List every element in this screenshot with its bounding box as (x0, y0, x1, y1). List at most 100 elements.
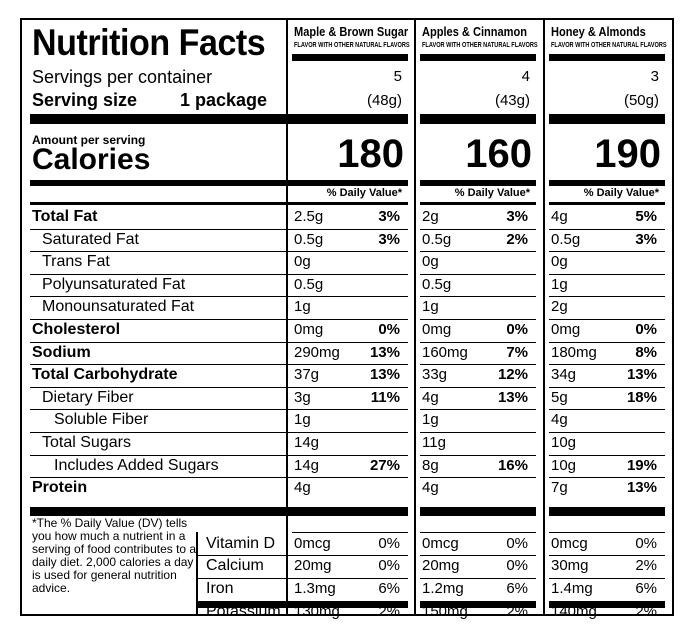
vitamin-amount: 1.2mg (422, 580, 464, 597)
nutrient-label: Sodium (32, 343, 91, 361)
nutrient-cell-rule (292, 296, 408, 298)
thick-rule-nutrients (30, 506, 294, 516)
vitamin-amount: 1.3mg (294, 580, 336, 597)
nutrient-cell-rule (420, 432, 536, 433)
nutrient-cell-rule (292, 364, 408, 366)
flavor-name-1: Apples & Cinnamon (422, 24, 527, 39)
nutrient-dv: 12% (497, 366, 528, 384)
nutrient-cell-rule (292, 251, 408, 253)
vitamin-dv: 6% (506, 580, 528, 597)
nutrient-cell-rule (420, 386, 536, 388)
flavor-servings-0: 5 (393, 68, 402, 85)
nutrient-cell-rule (292, 228, 408, 230)
flavor-calories-2: 190 (594, 132, 661, 176)
nutrient-dv: 0% (506, 321, 528, 338)
column-divider-1 (414, 20, 416, 614)
nutrient-cell-rule (549, 432, 665, 433)
nutrient-dv: 13% (626, 479, 657, 497)
nutrient-rule (30, 364, 294, 366)
nutrient-amount: 0g (422, 253, 439, 271)
flavor-top-bar-2 (549, 54, 665, 61)
nutrient-dv: 16% (497, 456, 528, 474)
nutrient-rule (30, 296, 294, 298)
thick-rule-calories (30, 180, 294, 186)
flavor-servings-1: 4 (521, 68, 530, 85)
flavor-bottom-rule-0 (292, 602, 408, 608)
nutrient-dv: 7% (506, 343, 528, 361)
flavor-calorie-rule-2 (549, 180, 665, 186)
vitamin-dv: 2% (635, 557, 657, 575)
nutrient-label: Polyunsaturated Fat (42, 275, 186, 293)
nutrient-amount: 0.5g (422, 230, 452, 248)
nutrient-amount: 4g (551, 208, 568, 225)
vitamin-amount: 0mcg (551, 534, 588, 552)
nutrient-rule (30, 341, 294, 343)
nutrition-facts-panel: Nutrition Facts Servings per container S… (20, 18, 674, 620)
vitamin-dv: 6% (378, 580, 400, 597)
nutrient-cell-rule (549, 296, 665, 298)
nutrient-amount: 4g (422, 479, 439, 497)
flavor-thick-rule-0 (292, 114, 408, 124)
nutrient-amount: 180mg (551, 343, 597, 361)
nutrient-amount: 1g (422, 411, 439, 429)
flavor-bottom-rule-1 (420, 602, 536, 608)
nutrient-dv: 11% (370, 388, 400, 406)
rule-dv (30, 202, 294, 205)
nutrient-cell-rule (549, 454, 665, 456)
nutrient-cell-rule (420, 296, 536, 298)
flavor-thick-rule-2 (549, 114, 665, 124)
thick-rule-top (30, 114, 294, 124)
panel-title: Nutrition Facts (32, 22, 266, 63)
vitamin-dv: 2% (378, 602, 400, 620)
nutrient-dv: 0% (635, 321, 657, 338)
flavor-subtitle-2: FLAVOR WITH OTHER NATURAL FLAVORS (551, 42, 667, 49)
column-divider-2 (543, 20, 545, 614)
nutrient-dv: 5% (635, 208, 657, 225)
flavor-dv-rule-1 (420, 202, 536, 205)
calories-label: Calories (32, 143, 151, 176)
vitamin-cell-rule (292, 600, 408, 602)
vitamin-amount: 0mcg (422, 534, 459, 552)
flavor-dv-header-0: % Daily Value* (326, 187, 402, 199)
nutrient-cell-rule (549, 273, 665, 275)
nutrient-rule (30, 477, 294, 479)
nutrient-cell-rule (292, 432, 408, 433)
nutrient-amount: 4g (551, 411, 568, 429)
vitamin-cell-rule (292, 555, 408, 557)
vitamin-amount: 130mg (294, 602, 340, 620)
nutrient-amount: 290mg (294, 343, 340, 361)
flavor-serving-size-2: (50g) (623, 92, 659, 109)
vitamin-dv: 0% (378, 557, 400, 575)
nutrient-amount: 10g (551, 434, 577, 451)
nutrient-rule (30, 432, 294, 433)
vitamin-bottom-rule (198, 602, 292, 608)
nutrient-cell-rule (549, 477, 665, 479)
vitamin-amount: 30mg (551, 557, 589, 575)
flavor-calorie-rule-0 (292, 180, 408, 186)
vitamin-amount: 0mcg (294, 534, 331, 552)
nutrient-amount: 34g (551, 366, 577, 384)
nutrient-rule (30, 409, 294, 411)
nutrient-amount: 0.5g (551, 230, 581, 248)
flavor-vitamin-top-rule-1 (420, 531, 536, 533)
nutrient-amount: 4g (422, 388, 439, 406)
vitamin-dv: 2% (635, 602, 657, 620)
nutrient-cell-rule (549, 364, 665, 366)
nutrient-cell-rule (549, 228, 665, 230)
nutrient-dv: 27% (369, 456, 400, 474)
nutrient-dv: 18% (626, 388, 657, 406)
nutrient-amount: 4g (294, 479, 311, 497)
flavor-bottom-rule-2 (549, 602, 665, 608)
nutrient-cell-rule (549, 251, 665, 253)
serving-size-label: Serving size (32, 90, 138, 110)
nutrient-rule (30, 273, 294, 275)
servings-label: Servings per container (32, 67, 213, 87)
nutrient-dv: 3% (378, 208, 400, 225)
nutrient-amount: 5g (551, 388, 568, 406)
flavor-name-0: Maple & Brown Sugar (294, 24, 409, 39)
serving-size-value: 1 package (180, 90, 268, 110)
nutrient-label: Monounsaturated Fat (42, 298, 195, 316)
nutrient-cell-rule (420, 454, 536, 456)
nutrient-amount: 14g (294, 456, 320, 474)
nutrient-cell-rule (292, 477, 408, 479)
